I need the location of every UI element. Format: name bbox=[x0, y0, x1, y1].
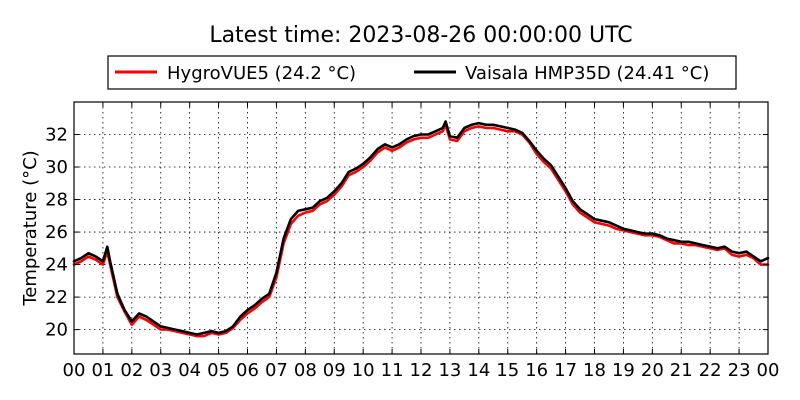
legend: HygroVUE5 (24.2 °C) Vaisala HMP35D (24.4… bbox=[107, 55, 737, 90]
ticks: 00 01 02 03 04 05 06 07 08 09 10 11 12 13 14 15 16 17 18 19… bbox=[45, 102, 779, 381]
x-tick-label: 00 bbox=[63, 360, 86, 381]
x-tick-label: 05 bbox=[207, 360, 230, 381]
plot-area: 00 01 02 03 04 05 06 07 08 09 10 11 12 13 14 15 16 17 18 19… bbox=[45, 101, 779, 381]
x-tick-label: 20 bbox=[641, 360, 664, 381]
y-tick-label: 20 bbox=[45, 320, 68, 341]
legend-label-hygrovue5: HygroVUE5 (24.2 °C) bbox=[167, 63, 356, 84]
x-tick-label: 22 bbox=[699, 360, 722, 381]
x-tick-label: 16 bbox=[525, 360, 548, 381]
x-tick-label: 04 bbox=[178, 360, 201, 381]
x-tick-label: 14 bbox=[467, 360, 490, 381]
x-tick-label: 19 bbox=[612, 360, 635, 381]
grid bbox=[74, 102, 768, 354]
y-tick-label: 28 bbox=[45, 190, 68, 211]
series bbox=[72, 120, 770, 338]
chart-title: Latest time: 2023-08-26 00:00:00 UTC bbox=[209, 23, 632, 48]
y-tick-label: 32 bbox=[45, 125, 68, 146]
x-tick-label: 15 bbox=[496, 360, 519, 381]
x-tick-label: 17 bbox=[554, 360, 577, 381]
x-tick-label: 00 bbox=[757, 360, 780, 381]
x-tick-label: 06 bbox=[236, 360, 259, 381]
x-tick-label: 18 bbox=[583, 360, 606, 381]
series-line-vaisala bbox=[72, 120, 770, 336]
x-tick-label: 09 bbox=[323, 360, 346, 381]
series-line-hygrovue5 bbox=[72, 123, 770, 338]
y-tick-label: 24 bbox=[45, 255, 68, 276]
x-tick-label: 12 bbox=[410, 360, 433, 381]
x-tick-label: 08 bbox=[294, 360, 317, 381]
y-axis-label: Temperature (°C) bbox=[20, 150, 41, 306]
x-tick-label: 10 bbox=[352, 360, 375, 381]
x-tick-label: 02 bbox=[120, 360, 143, 381]
x-tick-label: 07 bbox=[265, 360, 288, 381]
x-tick-label: 21 bbox=[670, 360, 693, 381]
x-tick-label: 11 bbox=[381, 360, 404, 381]
x-tick-label: 13 bbox=[438, 360, 461, 381]
x-tick-label: 23 bbox=[728, 360, 751, 381]
x-tick-label: 01 bbox=[91, 360, 114, 381]
legend-label-vaisala: Vaisala HMP35D (24.41 °C) bbox=[465, 63, 709, 84]
y-tick-label: 22 bbox=[45, 287, 68, 308]
x-tick-label: 03 bbox=[149, 360, 172, 381]
y-tick-label: 30 bbox=[45, 157, 68, 178]
y-tick-label: 26 bbox=[45, 222, 68, 243]
